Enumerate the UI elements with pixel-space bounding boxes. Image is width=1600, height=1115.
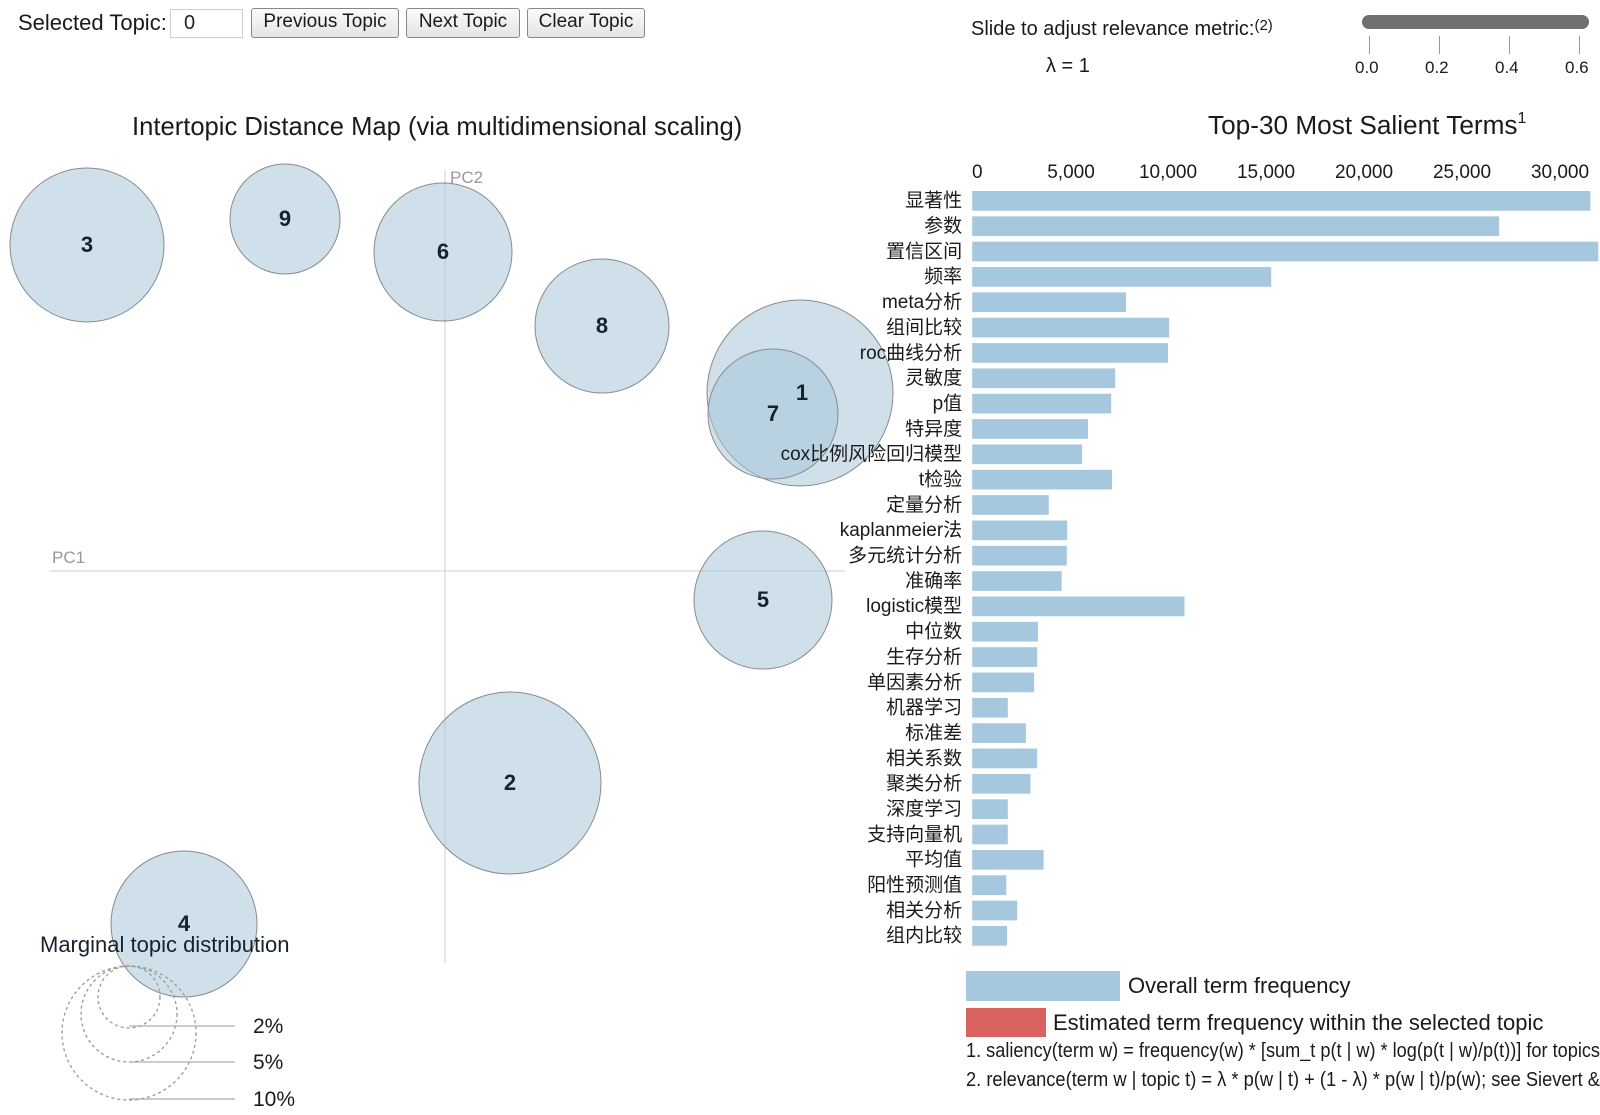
svg-text:多元统计分析: 多元统计分析 [848,545,962,567]
svg-text:深度学习: 深度学习 [886,798,962,820]
svg-text:Overall term frequency: Overall term frequency [1128,973,1351,998]
svg-text:kaplanmeier法: kaplanmeier法 [840,519,963,541]
svg-text:平均值: 平均值 [905,849,962,871]
svg-text:生存分析: 生存分析 [886,646,962,668]
svg-text:cox比例风险回归模型: cox比例风险回归模型 [781,443,963,465]
svg-text:机器学习: 机器学习 [886,697,962,719]
svg-text:10,000: 10,000 [1139,162,1197,183]
svg-text:Estimated term frequency withi: Estimated term frequency within the sele… [1053,1010,1543,1035]
svg-text:20,000: 20,000 [1335,162,1393,183]
svg-text:p值: p值 [933,392,963,414]
svg-text:相关分析: 相关分析 [886,899,962,921]
svg-text:灵敏度: 灵敏度 [905,367,962,389]
svg-text:0: 0 [972,162,983,183]
svg-text:定量分析: 定量分析 [886,494,962,516]
svg-text:标准差: 标准差 [905,722,962,744]
svg-text:中位数: 中位数 [905,621,962,643]
svg-text:logistic模型: logistic模型 [866,595,962,617]
svg-text:组内比较: 组内比较 [886,925,962,947]
svg-text:参数: 参数 [924,215,962,237]
svg-text:25,000: 25,000 [1433,162,1491,183]
svg-text:频率: 频率 [924,266,962,288]
svg-text:1. saliency(term w) = frequenc: 1. saliency(term w) = frequency(w) * [su… [966,1040,1600,1062]
svg-text:15,000: 15,000 [1237,162,1295,183]
svg-text:t检验: t检验 [919,468,962,490]
svg-text:特异度: 特异度 [905,418,962,440]
svg-text:准确率: 准确率 [905,570,962,592]
svg-text:置信区间: 置信区间 [886,240,962,262]
svg-text:显著性: 显著性 [905,190,962,212]
svg-text:支持向量机: 支持向量机 [867,823,962,845]
svg-text:阳性预测值: 阳性预测值 [867,874,962,896]
svg-text:单因素分析: 单因素分析 [867,671,962,693]
svg-text:组间比较: 组间比较 [886,316,962,338]
svg-text:30,000: 30,000 [1531,162,1589,183]
svg-text:聚类分析: 聚类分析 [886,773,962,795]
svg-text:roc曲线分析: roc曲线分析 [860,342,962,364]
svg-text:2. relevance(term w | topic t): 2. relevance(term w | topic t) = λ * p(w… [966,1069,1600,1091]
svg-text:相关系数: 相关系数 [886,747,962,769]
svg-text:5,000: 5,000 [1047,162,1095,183]
svg-text:meta分析: meta分析 [882,291,962,313]
